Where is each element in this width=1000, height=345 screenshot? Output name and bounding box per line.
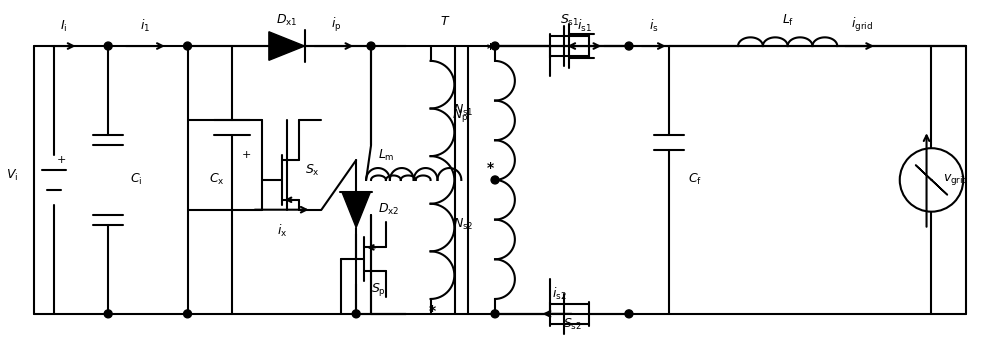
Text: $I_{\rm i}$: $I_{\rm i}$ — [60, 19, 67, 34]
Text: $C_{\rm f}$: $C_{\rm f}$ — [688, 172, 703, 187]
Text: $i_{\rm s}$: $i_{\rm s}$ — [649, 18, 659, 34]
Text: $N_{\rm p}$: $N_{\rm p}$ — [452, 107, 469, 124]
Circle shape — [184, 310, 192, 318]
Circle shape — [104, 310, 112, 318]
Circle shape — [491, 176, 499, 184]
Text: $i_{\rm grid}$: $i_{\rm grid}$ — [851, 16, 873, 34]
Text: $C_{\rm i}$: $C_{\rm i}$ — [130, 172, 142, 187]
Polygon shape — [342, 192, 370, 228]
Text: $L_{\rm f}$: $L_{\rm f}$ — [782, 13, 794, 28]
Text: $D_{\rm x2}$: $D_{\rm x2}$ — [378, 202, 399, 217]
Text: $S_{\rm s2}$: $S_{\rm s2}$ — [563, 317, 582, 332]
Text: $i_{\rm s2}$: $i_{\rm s2}$ — [552, 286, 567, 302]
Text: $v_{\rm grid}$: $v_{\rm grid}$ — [943, 172, 969, 187]
Circle shape — [625, 42, 633, 50]
Text: $i_{\rm x}$: $i_{\rm x}$ — [277, 223, 287, 239]
Text: $S_{\rm x}$: $S_{\rm x}$ — [305, 162, 319, 178]
Text: $C_{\rm x}$: $C_{\rm x}$ — [209, 172, 224, 187]
Text: $N_{\rm s2}$: $N_{\rm s2}$ — [453, 217, 473, 232]
Circle shape — [491, 310, 499, 318]
Circle shape — [491, 42, 499, 50]
Text: *: * — [487, 161, 494, 175]
Polygon shape — [269, 32, 305, 60]
Circle shape — [352, 310, 360, 318]
Text: $S_{\rm s1}$: $S_{\rm s1}$ — [560, 13, 579, 28]
Text: $D_{\rm x1}$: $D_{\rm x1}$ — [276, 13, 297, 28]
Text: $N_{\rm s1}$: $N_{\rm s1}$ — [453, 103, 473, 118]
Text: $V_{\rm i}$: $V_{\rm i}$ — [6, 167, 18, 183]
Circle shape — [104, 42, 112, 50]
Text: *: * — [429, 304, 436, 318]
Text: $i_{\rm 1}$: $i_{\rm 1}$ — [140, 18, 150, 34]
Circle shape — [184, 42, 192, 50]
Text: $i_{\rm s1}$: $i_{\rm s1}$ — [577, 18, 592, 34]
Text: +: + — [242, 150, 251, 160]
Text: $i_{\rm p}$: $i_{\rm p}$ — [331, 16, 342, 34]
Text: $L_{\rm m}$: $L_{\rm m}$ — [378, 148, 394, 163]
Circle shape — [367, 42, 375, 50]
Text: +: + — [57, 155, 66, 165]
Circle shape — [625, 310, 633, 318]
Text: $T$: $T$ — [440, 15, 451, 28]
Text: $S_{\rm p}$: $S_{\rm p}$ — [371, 280, 386, 297]
Text: *: * — [487, 42, 494, 56]
